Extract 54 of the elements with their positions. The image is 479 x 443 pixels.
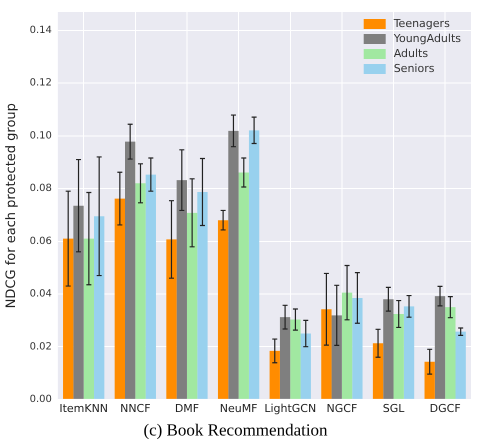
x-tick-label: NNCF xyxy=(120,402,151,415)
x-tick-label: SGL xyxy=(382,402,406,415)
legend-label: Teenagers xyxy=(392,16,450,30)
text: (c) Book Recommendation xyxy=(143,420,328,440)
y-tick-label: 0.02 xyxy=(30,341,52,352)
bar xyxy=(135,183,146,399)
x-tick-label: ItemKNN xyxy=(59,402,108,415)
bar xyxy=(84,238,94,399)
bar xyxy=(73,206,84,399)
bar xyxy=(94,216,104,399)
bar xyxy=(114,198,125,399)
bar xyxy=(176,180,187,399)
x-tick-label: LightGCN xyxy=(264,402,316,415)
legend-label: Adults xyxy=(394,46,428,60)
bar xyxy=(228,130,239,399)
bar xyxy=(238,172,249,399)
legend-label: YoungAdults xyxy=(392,32,462,45)
bar xyxy=(125,142,136,399)
bar xyxy=(372,343,384,399)
bar xyxy=(300,334,311,399)
bar xyxy=(321,309,332,399)
bar xyxy=(424,362,435,399)
x-tick-label: DGCF xyxy=(430,402,461,415)
bar xyxy=(332,315,342,399)
bar xyxy=(186,212,198,399)
bar xyxy=(197,192,208,399)
bar xyxy=(434,296,446,399)
bar xyxy=(146,174,156,399)
legend-label: Seniors xyxy=(394,62,435,75)
bar xyxy=(248,130,260,399)
y-tick-label: 0.04 xyxy=(30,288,52,300)
bar xyxy=(445,307,456,399)
bar xyxy=(270,350,280,399)
y-tick-label: 0.10 xyxy=(30,130,52,142)
bar xyxy=(280,317,290,399)
bar xyxy=(342,292,352,399)
bar xyxy=(394,314,404,399)
x-tick-label: NGCF xyxy=(326,402,358,415)
bar xyxy=(352,298,363,399)
x-tick-label: DMF xyxy=(174,402,200,415)
bar xyxy=(166,239,177,399)
bar xyxy=(383,299,394,399)
bar xyxy=(456,332,466,399)
y-tick-label: 0.00 xyxy=(30,394,52,405)
bar xyxy=(404,306,414,399)
bar xyxy=(218,220,228,399)
y-tick-label: 0.08 xyxy=(30,183,52,194)
y-tick-label: 0.12 xyxy=(30,78,52,89)
bar xyxy=(290,320,301,399)
y-tick-label: 0.06 xyxy=(30,236,52,247)
y-axis-title: NDCG for each protected group xyxy=(4,103,20,308)
x-tick-label: NeuMF xyxy=(220,402,258,415)
bar xyxy=(63,238,74,399)
y-tick-label: 0.14 xyxy=(30,25,52,36)
